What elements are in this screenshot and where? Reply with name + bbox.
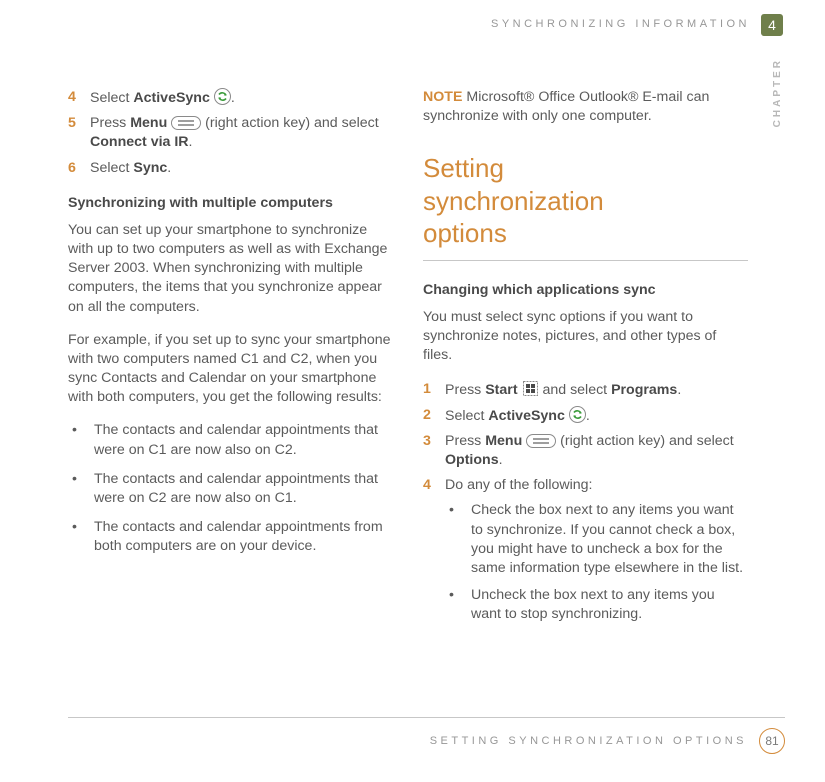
text: Do any of the following: <box>445 477 592 493</box>
title-line: options <box>423 218 507 248</box>
step-3: 3 Press Menu (right action key) and sele… <box>423 432 748 470</box>
bold-text: Menu <box>130 115 167 131</box>
bullet-item: • The contacts and calendar appointments… <box>68 518 393 556</box>
running-head: SYNCHRONIZING INFORMATION <box>491 18 750 30</box>
footer: SETTING SYNCHRONIZATION OPTIONS 81 <box>68 717 785 754</box>
activesync-icon <box>569 406 586 423</box>
step-number: 1 <box>423 380 445 400</box>
bullet-item: • The contacts and calendar appointments… <box>68 421 393 459</box>
step-4: 4 Select ActiveSync . <box>68 88 393 108</box>
bullet-marker: • <box>68 470 94 508</box>
step-body: Press Menu (right action key) and select… <box>90 114 393 152</box>
text: and select <box>542 382 611 398</box>
bullet-marker: • <box>68 421 94 459</box>
step-number: 5 <box>68 114 90 152</box>
bold-text: Menu <box>485 433 522 449</box>
step-body: Select ActiveSync . <box>445 406 748 426</box>
paragraph: You must select sync options if you want… <box>423 308 748 366</box>
bold-text: Start <box>485 382 517 398</box>
section-title: Setting synchronization options <box>423 152 748 250</box>
step-body: Press Menu (right action key) and select… <box>445 432 748 470</box>
sub-bullet-list: • Check the box next to any items you wa… <box>445 501 748 624</box>
section-divider <box>423 260 748 261</box>
footer-divider <box>68 717 785 718</box>
left-column: 4 Select ActiveSync . 5 Press Menu (righ… <box>68 88 393 638</box>
start-icon <box>522 380 539 397</box>
bullet-text: The contacts and calendar appointments t… <box>94 470 393 508</box>
text: (right action key) and select <box>560 433 734 449</box>
menu-key-icon <box>171 116 201 130</box>
bold-text: Connect via IR <box>90 134 189 150</box>
paragraph: You can set up your smartphone to synchr… <box>68 221 393 317</box>
step-number: 4 <box>423 476 445 632</box>
text: Select <box>90 160 133 176</box>
bullet-marker: • <box>445 501 471 578</box>
step-body: Select ActiveSync . <box>90 88 393 108</box>
activesync-icon <box>214 88 231 105</box>
text: Press <box>90 115 130 131</box>
bullet-text: Uncheck the box next to any items you wa… <box>471 586 748 624</box>
text: Select <box>90 90 133 106</box>
menu-key-icon <box>526 434 556 448</box>
content-area: 4 Select ActiveSync . 5 Press Menu (righ… <box>68 88 748 638</box>
step-number: 3 <box>423 432 445 470</box>
subheading: Changing which applications sync <box>423 281 748 300</box>
chapter-label-vertical: CHAPTER <box>772 58 783 127</box>
text: . <box>189 134 193 150</box>
title-line: synchronization <box>423 186 604 216</box>
note-paragraph: NOTE Microsoft® Office Outlook® E-mail c… <box>423 88 748 126</box>
bullet-marker: • <box>68 518 94 556</box>
step-4-right: 4 Do any of the following: • Check the b… <box>423 476 748 632</box>
step-6: 6 Select Sync. <box>68 159 393 178</box>
text: . <box>167 160 171 176</box>
text: . <box>231 90 235 106</box>
page: SYNCHRONIZING INFORMATION 4 CHAPTER 4 Se… <box>0 0 825 782</box>
step-2: 2 Select ActiveSync . <box>423 406 748 426</box>
title-line: Setting <box>423 153 504 183</box>
text: . <box>677 382 681 398</box>
text: . <box>499 452 503 468</box>
step-5: 5 Press Menu (right action key) and sele… <box>68 114 393 152</box>
bullet-item: • Check the box next to any items you wa… <box>445 501 748 578</box>
bullet-text: Check the box next to any items you want… <box>471 501 748 578</box>
note-label: NOTE <box>423 89 462 105</box>
text: Select <box>445 408 488 424</box>
step-body: Do any of the following: • Check the box… <box>445 476 748 632</box>
step-1: 1 Press Start and select Programs. <box>423 380 748 400</box>
running-foot: SETTING SYNCHRONIZATION OPTIONS <box>430 735 747 747</box>
bold-text: Sync <box>133 160 167 176</box>
right-column: NOTE Microsoft® Office Outlook® E-mail c… <box>423 88 748 638</box>
step-number: 4 <box>68 88 90 108</box>
bullet-text: The contacts and calendar appointments f… <box>94 518 393 556</box>
bullet-marker: • <box>445 586 471 624</box>
chapter-number-badge: 4 <box>761 14 783 36</box>
step-body: Press Start and select Programs. <box>445 380 748 400</box>
text: (right action key) and select <box>205 115 379 131</box>
paragraph: For example, if you set up to sync your … <box>68 331 393 408</box>
bullet-item: • Uncheck the box next to any items you … <box>445 586 748 624</box>
text: Press <box>445 433 485 449</box>
text: Press <box>445 382 485 398</box>
footer-row: SETTING SYNCHRONIZATION OPTIONS 81 <box>68 728 785 754</box>
subheading: Synchronizing with multiple computers <box>68 194 393 213</box>
bold-text: ActiveSync <box>488 408 565 424</box>
step-number: 2 <box>423 406 445 426</box>
step-number: 6 <box>68 159 90 178</box>
bold-text: Programs <box>611 382 677 398</box>
bullet-item: • The contacts and calendar appointments… <box>68 470 393 508</box>
bullet-text: The contacts and calendar appointments t… <box>94 421 393 459</box>
step-body: Select Sync. <box>90 159 393 178</box>
note-body: Microsoft® Office Outlook® E-mail can sy… <box>423 89 709 124</box>
text: . <box>586 408 590 424</box>
bold-text: ActiveSync <box>133 90 210 106</box>
page-number: 81 <box>759 728 785 754</box>
bold-text: Options <box>445 452 499 468</box>
